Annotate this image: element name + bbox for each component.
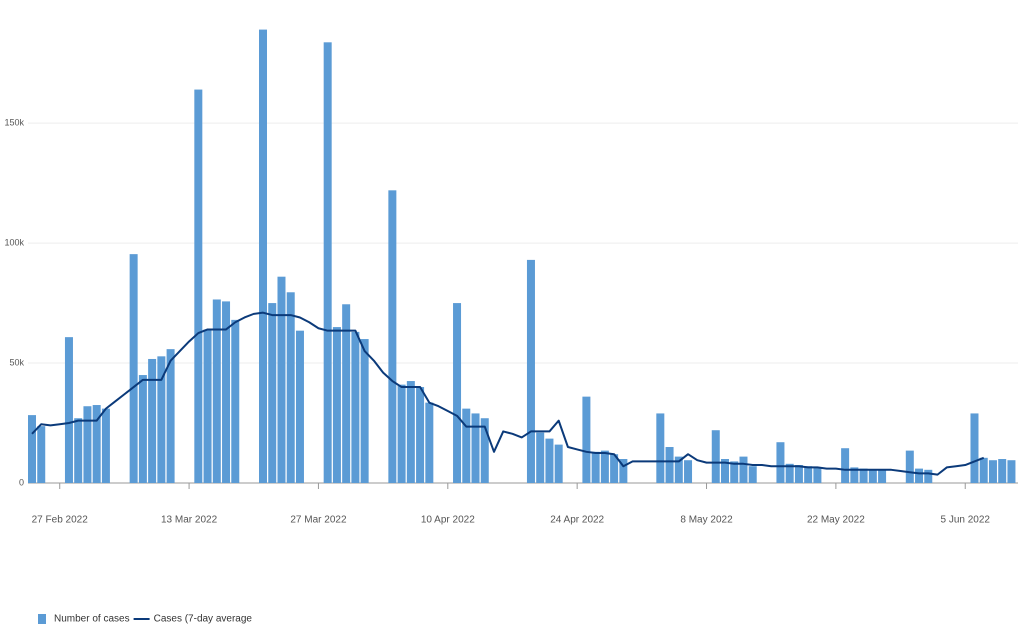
legend-label: Number of cases: [54, 614, 130, 625]
bar: [397, 384, 406, 483]
bar: [74, 418, 83, 483]
bar: [203, 329, 212, 483]
bar: [591, 451, 600, 483]
bar: [813, 467, 822, 483]
bar: [711, 430, 720, 483]
x-tick-label: 22 May 2022: [807, 515, 865, 526]
bar: [471, 413, 480, 483]
x-tick-label: 5 Jun 2022: [940, 515, 990, 526]
bar: [665, 447, 674, 483]
bar: [684, 460, 693, 483]
bar: [850, 467, 859, 483]
bar: [286, 292, 295, 483]
bar: [776, 442, 785, 483]
bar: [970, 413, 979, 483]
x-tick-label: 10 Apr 2022: [421, 515, 475, 526]
bar: [1007, 460, 1016, 483]
bar: [37, 426, 46, 483]
x-tick-label: 27 Mar 2022: [290, 515, 347, 526]
bar: [92, 405, 101, 483]
bar: [277, 276, 286, 483]
bar: [342, 304, 351, 483]
bar: [259, 29, 267, 483]
bar: [905, 450, 914, 483]
bar: [526, 259, 535, 483]
bar: [453, 303, 462, 483]
bar: [610, 454, 619, 483]
bar: [924, 469, 933, 483]
bar: [656, 413, 665, 483]
bar: [212, 299, 221, 483]
bar: [804, 466, 813, 483]
x-tick-label: 13 Mar 2022: [161, 515, 218, 526]
bar: [64, 337, 73, 483]
bar: [148, 358, 157, 483]
bar: [268, 303, 277, 483]
bar: [166, 349, 175, 483]
bar: [979, 457, 988, 483]
bar: [323, 42, 332, 483]
bar: [332, 327, 341, 483]
bar: [231, 319, 240, 483]
bar: [841, 448, 850, 483]
bar: [83, 406, 92, 483]
bar: [730, 461, 739, 483]
y-tick-label: 0: [19, 477, 24, 487]
bar: [101, 408, 110, 483]
bar: [295, 330, 304, 483]
bar: [878, 469, 887, 483]
bar: [462, 408, 471, 483]
bar: [360, 339, 369, 483]
bar: [794, 465, 803, 483]
bar: [721, 459, 729, 483]
x-tick-label: 27 Feb 2022: [32, 515, 89, 526]
bar: [998, 459, 1007, 483]
bar: [915, 468, 924, 483]
bar: [406, 381, 415, 483]
bar: [129, 254, 138, 483]
bar: [868, 469, 877, 483]
x-tick-label: 24 Apr 2022: [550, 515, 604, 526]
bar: [545, 438, 554, 483]
bar: [859, 468, 868, 483]
bar: [138, 375, 147, 483]
bar: [600, 450, 609, 483]
bar: [554, 444, 563, 483]
bar: [536, 432, 545, 483]
bar: [351, 331, 360, 483]
x-tick-label: 8 May 2022: [680, 515, 733, 526]
bar: [674, 456, 683, 483]
legend-swatch: [38, 614, 46, 624]
bar: [416, 387, 425, 483]
bar: [425, 402, 434, 483]
bar: [748, 466, 757, 483]
bar: [388, 190, 397, 484]
line: [31, 311, 985, 476]
y-tick-label: 150k: [4, 118, 24, 128]
y-tick-label: 50k: [9, 357, 24, 367]
bar: [480, 418, 489, 483]
bar: [28, 415, 36, 483]
bar: [194, 89, 203, 483]
bar: [785, 463, 794, 483]
bar: [582, 396, 591, 483]
bar: [619, 459, 628, 483]
bar: [739, 456, 748, 483]
bar: [988, 460, 997, 483]
bar: [222, 301, 231, 483]
bar: [157, 356, 166, 483]
legend-label: Cases (7-day average: [154, 614, 253, 625]
y-tick-label: 100k: [4, 237, 24, 247]
